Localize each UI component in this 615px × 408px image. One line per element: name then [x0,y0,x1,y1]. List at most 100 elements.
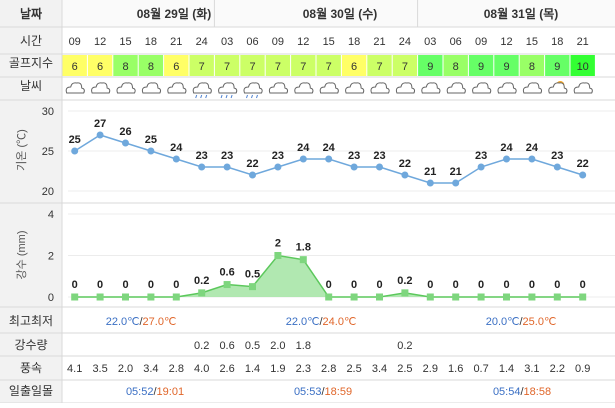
wind-speed-cell: 1.4 [245,363,260,375]
golf-index-cell [418,55,443,76]
golf-index-cell [291,55,316,76]
time-cell: 12 [297,36,309,48]
wind-speed-cell: 1.9 [270,363,285,375]
wind-speed-cell: 2.8 [169,363,184,375]
row-label-weather: 날씨 [20,79,42,93]
precip-amount-cell: 0.2 [194,340,209,352]
precip-data-label: 0 [529,279,535,291]
date-row-bg [62,0,615,27]
cloud-shape [192,82,212,94]
date-header-3: 08월 31일 (목) [484,6,558,21]
precip-amount-cell: 0.5 [245,340,260,352]
rain-drop [230,94,233,99]
precip-point [172,293,180,301]
golf-index-value: 9 [427,61,433,73]
precip-point [350,293,358,301]
wind-speed-cell: 0.7 [473,363,488,375]
temp-data-label: 26 [119,126,131,138]
cloud-icon [446,82,466,94]
precip-data-label: 0 [72,279,78,291]
temp-data-label: 22 [399,158,411,170]
temp-point [198,163,206,171]
precip-data-label: 0 [148,279,154,291]
precip-amount-cell: 2.0 [270,340,285,352]
golf-index-value: 7 [402,61,408,73]
precip-point [376,293,383,301]
row-label-golf-index: 골프지수 [9,56,53,70]
cloud-shape [345,82,365,94]
wind-speed-cell: 4.1 [67,363,82,375]
temp-point [71,147,79,155]
minmax-day-3: 20.0℃/25.0℃ [486,316,557,328]
precip-point [198,289,206,297]
sunrise-time: 05:54 [493,386,521,398]
temp-tick-label: 20 [42,186,54,198]
cloud-shape [319,82,339,94]
time-cell: 21 [170,36,182,48]
golf-index-value: 9 [503,61,509,73]
rain-cloud-icon [192,82,212,99]
temp-point [172,155,180,163]
precip-amount-cell: 0.6 [219,340,234,352]
cloud-icon [65,82,85,94]
sun-sep: / [153,386,157,398]
date-header-2: 08월 30일 (수) [303,6,377,21]
cloud-shape [548,82,568,94]
cloud-icon [141,82,162,94]
row-label-sun: 일출일몰 [9,384,53,398]
label-column [0,0,62,403]
sun-cloud-icon [548,81,568,94]
time-cell: 18 [551,36,563,48]
wind-speed-cell: 3.5 [92,363,107,375]
cloud-shape [167,82,187,94]
golf-index-value: 8 [122,61,128,73]
cloud-shape [268,82,289,94]
precip-point [503,293,510,301]
wind-speed-cell: 2.9 [423,363,438,375]
golf-index-value: 7 [199,61,205,73]
cloud-shape [294,82,314,94]
golf-index-cell [367,55,392,76]
minmax-sep: / [139,316,143,328]
rain-drop [205,94,208,99]
golf-index-cell [570,55,595,76]
temp-data-label: 27 [94,118,106,130]
temp-data-label: 22 [246,158,258,170]
golf-index-value: 7 [224,61,230,73]
row-label-time: 시간 [20,34,42,48]
rain-drop [256,94,258,99]
golf-index-cell [189,55,214,76]
precip-data-label: 0 [351,279,357,291]
rain-drop [225,94,228,99]
precip-point [401,289,409,297]
precip-point [96,293,104,301]
cloud-shape [116,82,136,94]
min-temp: 20.0℃ [486,316,520,328]
precip-data-label: 0 [478,279,484,291]
cloud-shape [472,82,492,94]
time-cell: 06 [450,36,462,48]
cloud-shape [370,82,390,94]
time-cell: 15 [526,36,538,48]
time-cell: 09 [272,36,284,48]
temp-data-label: 23 [373,150,385,162]
golf-index-value: 6 [351,61,357,73]
rain-drop [251,94,253,99]
temp-point [299,155,307,163]
golf-index-cell [265,55,291,76]
cloud-shape [395,82,416,94]
row-label-date: 날짜 [20,6,42,21]
max-temp: 27.0℃ [143,316,177,328]
temp-point [579,171,587,179]
precip-data-label: 0 [580,279,586,291]
time-cell: 21 [373,36,385,48]
temp-data-label: 23 [475,150,487,162]
precip-point [274,252,282,259]
cloud-icon [395,82,416,94]
golf-index-cell [545,55,570,76]
precip-point [528,293,536,301]
time-cell: 12 [94,36,106,48]
cloud-shape [91,82,111,94]
temp-data-label: 24 [323,142,336,154]
temp-point [147,147,155,155]
